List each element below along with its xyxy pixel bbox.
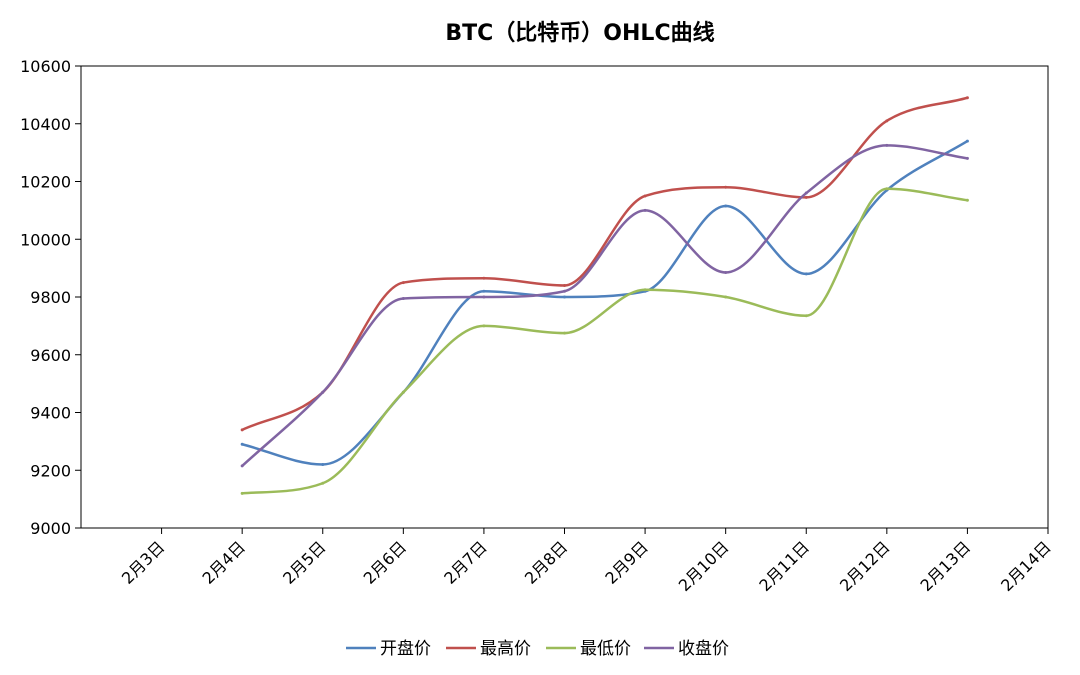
data-point — [885, 119, 889, 123]
data-point — [240, 491, 244, 495]
data-point — [724, 295, 728, 299]
x-tick-label: 2月13日 — [917, 537, 975, 595]
data-point — [724, 270, 728, 274]
data-point — [804, 272, 808, 276]
series-line-2 — [242, 187, 968, 495]
data-point — [321, 481, 325, 485]
data-point — [563, 289, 566, 293]
legend-label: 最高价 — [480, 639, 531, 659]
data-point — [240, 442, 244, 446]
data-point — [563, 295, 566, 299]
data-point — [724, 185, 728, 189]
data-point — [482, 295, 486, 299]
legend: 开盘价 最高价 最低价 收盘价 — [346, 639, 729, 659]
series-lines — [240, 96, 969, 495]
data-point — [965, 156, 969, 160]
y-tick-label: 9400 — [30, 404, 71, 423]
data-point — [965, 198, 969, 202]
data-point — [240, 464, 244, 468]
data-point — [563, 283, 566, 287]
y-tick-label: 10200 — [20, 173, 71, 192]
data-point — [482, 324, 486, 328]
legend-label: 最低价 — [580, 639, 631, 659]
y-tick-label: 10400 — [20, 115, 71, 134]
data-point — [401, 296, 405, 300]
x-tick-label: 2月5日 — [279, 537, 329, 587]
x-tick-label: 2月6日 — [360, 537, 410, 587]
data-point — [885, 187, 889, 191]
y-tick-label: 10600 — [20, 57, 71, 76]
data-point — [965, 96, 969, 100]
chart-title: BTC（比特币）OHLC曲线 — [445, 20, 714, 46]
data-point — [321, 390, 325, 394]
data-point — [482, 276, 486, 280]
y-axis: 9000 9200 9400 9600 9800 10000 10200 10400 10600 — [20, 57, 81, 538]
data-point — [401, 390, 405, 394]
data-point — [885, 143, 889, 147]
data-point — [482, 289, 486, 293]
x-tick-label: 2月3日 — [118, 537, 168, 587]
data-point — [643, 194, 647, 198]
x-tick-label: 2月9日 — [601, 537, 651, 587]
y-tick-label: 9600 — [30, 346, 71, 365]
data-point — [804, 191, 808, 195]
series-line-1 — [241, 96, 968, 431]
data-point — [240, 428, 244, 432]
data-point — [804, 195, 808, 199]
series-line-0 — [241, 140, 969, 466]
y-tick-label: 9200 — [30, 461, 71, 480]
x-tick-label: 2月14日 — [997, 537, 1055, 595]
x-axis: 2月3日 2月4日 2月5日 2月6日 2月7日 2月8日 2月9日 2月10日 2月11日 2月… — [118, 528, 1055, 595]
x-tick-label: 2月8日 — [521, 537, 571, 587]
legend-label: 收盘价 — [678, 639, 729, 659]
data-point — [563, 331, 566, 335]
x-tick-label: 2月7日 — [440, 537, 490, 587]
data-point — [643, 208, 647, 212]
x-tick-label: 2月12日 — [836, 537, 894, 595]
data-point — [965, 139, 969, 143]
y-tick-label: 9800 — [30, 288, 71, 307]
x-tick-label: 2月10日 — [675, 537, 733, 595]
x-tick-label: 2月11日 — [755, 537, 813, 595]
series-line-3 — [241, 144, 968, 467]
y-tick-label: 10000 — [20, 230, 71, 249]
x-tick-label: 2月4日 — [199, 537, 249, 587]
data-point — [804, 314, 808, 318]
data-point — [643, 288, 647, 292]
data-point — [724, 204, 728, 208]
legend-label: 开盘价 — [380, 639, 431, 659]
data-point — [321, 462, 325, 466]
data-point — [401, 281, 405, 285]
y-tick-label: 9000 — [30, 519, 71, 538]
